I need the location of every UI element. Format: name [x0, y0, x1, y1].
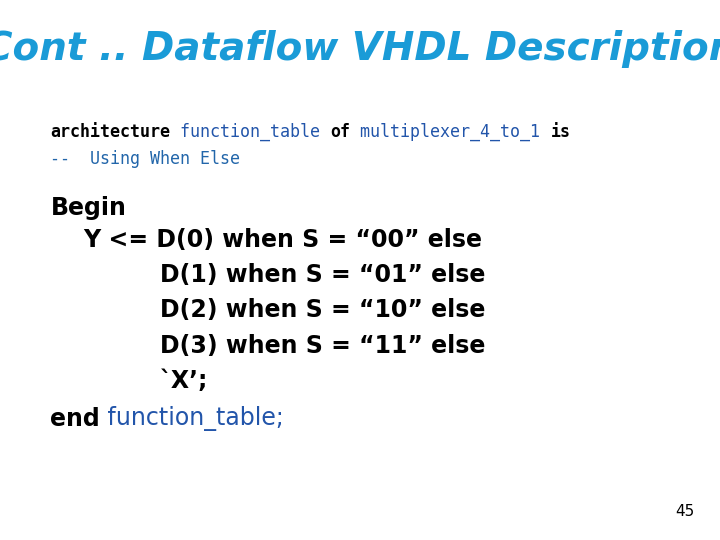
Text: Y <= D(0) when S = “00” else: Y <= D(0) when S = “00” else — [83, 228, 482, 252]
Text: `X’;: `X’; — [160, 369, 208, 393]
Text: D(2) when S = “10” else: D(2) when S = “10” else — [160, 299, 485, 322]
Text: 45: 45 — [675, 504, 695, 519]
Text: --  Using When Else: -- Using When Else — [50, 150, 240, 168]
Text: D(3) when S = “11” else: D(3) when S = “11” else — [160, 334, 485, 357]
Text: is: is — [550, 123, 570, 141]
Text: function_table;: function_table; — [100, 406, 284, 431]
Text: multiplexer_4_to_1: multiplexer_4_to_1 — [351, 123, 550, 141]
Text: D(1) when S = “01” else: D(1) when S = “01” else — [160, 264, 485, 287]
Text: Cont .. Dataflow VHDL Description: Cont .. Dataflow VHDL Description — [0, 30, 720, 68]
Text: architecture: architecture — [50, 123, 171, 141]
Text: function_table: function_table — [171, 123, 330, 141]
Text: end: end — [50, 407, 100, 430]
Text: of: of — [330, 123, 351, 141]
Text: Begin: Begin — [50, 196, 126, 220]
